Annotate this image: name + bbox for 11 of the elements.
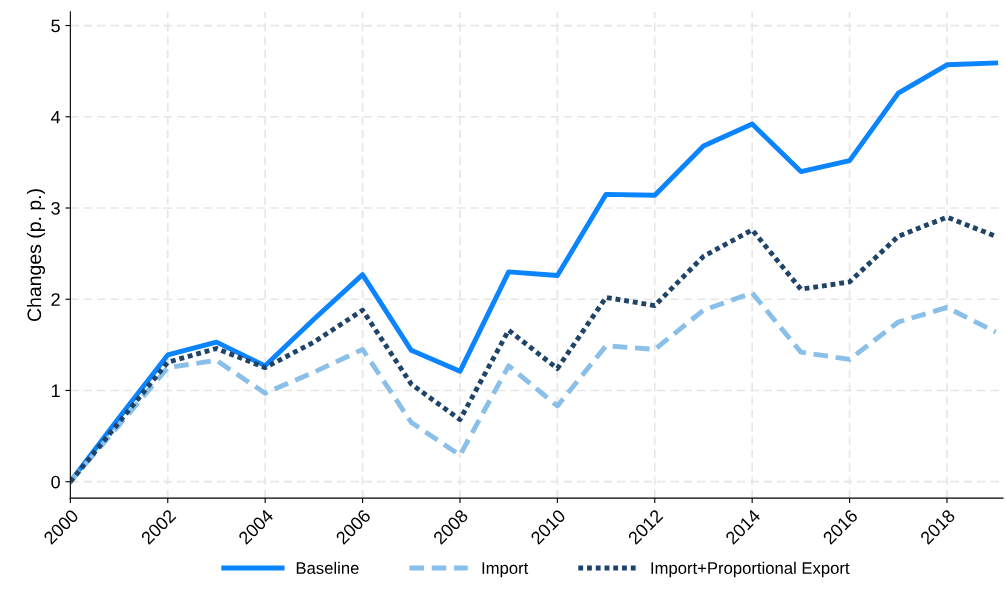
y-tick-label: 2: [51, 293, 60, 306]
y-axis-title: Changes (p. p.): [26, 189, 46, 322]
y-tick-label: 1: [51, 384, 60, 398]
y-tick-label: 0: [51, 475, 60, 489]
legend-label: Baseline: [296, 561, 359, 574]
legend-label: Import+Proportional Export: [651, 561, 850, 578]
y-tick-label: 4: [51, 110, 61, 124]
y-tick-label: 5: [51, 19, 60, 33]
y-tick-label: 3: [51, 201, 60, 215]
line-series: [70, 60, 999, 485]
legend-label: Import: [482, 562, 529, 578]
